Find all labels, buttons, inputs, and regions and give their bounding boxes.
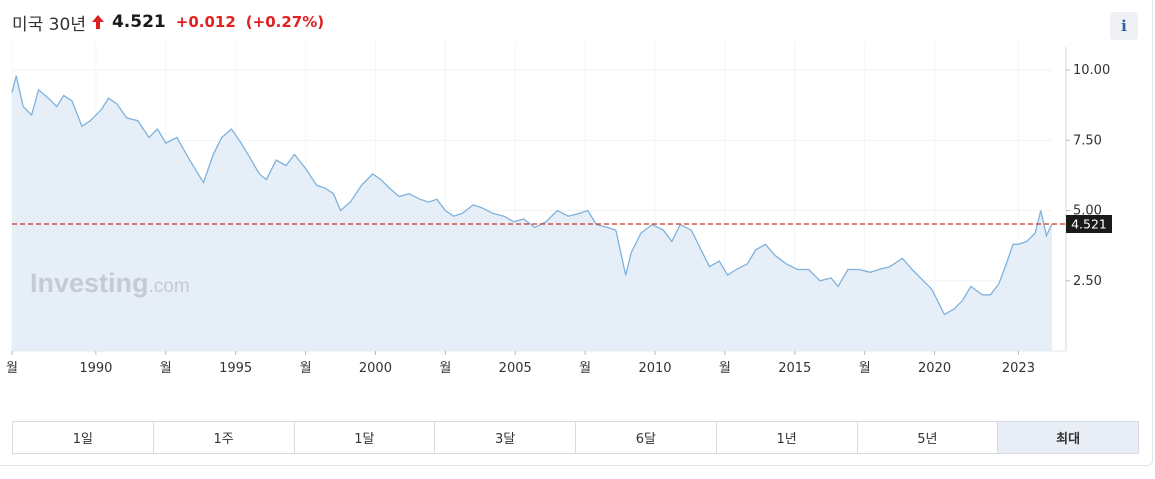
range-tab[interactable]: 6달 — [576, 422, 717, 453]
quote-header: 미국 30년 4.521 +0.012 (+0.27%) — [12, 8, 324, 36]
x-tick-label: 1990 — [79, 361, 112, 376]
series-area — [12, 75, 1052, 351]
x-tick-label: 월 — [439, 361, 451, 376]
logo-brand: Investing — [30, 268, 149, 298]
range-tab[interactable]: 최대 — [998, 422, 1138, 453]
y-tick-label: 7.50 — [1073, 133, 1102, 148]
info-icon: i — [1121, 17, 1127, 35]
x-tick-label: 월 — [859, 361, 871, 376]
current-price-marker — [1066, 215, 1112, 234]
up-arrow-icon — [91, 15, 104, 29]
x-tick-label: 1995 — [219, 361, 252, 376]
x-tick-label: 월 — [579, 361, 591, 376]
range-tab[interactable]: 3달 — [435, 422, 576, 453]
last-price: 4.521 — [111, 12, 166, 32]
x-tick-label: 월 — [160, 361, 172, 376]
x-tick-label: 월 — [719, 361, 731, 376]
x-tick-label: 2000 — [359, 361, 392, 376]
logo-suffix: .com — [149, 276, 190, 297]
current-price-label: 4.521 — [1071, 217, 1107, 232]
instrument-title: 미국 30년 — [12, 14, 86, 35]
range-tabs: 1일 1주 1달 3달 6달 1년 5년 최대 — [12, 421, 1139, 454]
info-button[interactable]: i — [1110, 12, 1138, 40]
y-tick-label: 10.00 — [1073, 63, 1110, 78]
range-tab[interactable]: 1달 — [295, 422, 436, 453]
price-change-percent: (+0.27%) — [245, 13, 325, 31]
investing-logo: Investing.com — [30, 268, 190, 298]
series-line — [11, 75, 1053, 316]
range-tab[interactable]: 5년 — [858, 422, 999, 453]
x-tick-label: 2015 — [778, 361, 811, 376]
x-tick-label: 2023 — [1002, 361, 1035, 376]
y-tick-label: 5.00 — [1073, 204, 1102, 219]
x-tick-label: 월 — [6, 361, 18, 376]
x-tick-label: 2005 — [499, 361, 532, 376]
x-tick-label: 월 — [300, 361, 312, 376]
range-tab[interactable]: 1일 — [13, 422, 154, 453]
chart-card — [0, 0, 1153, 466]
price-change: +0.012 — [175, 13, 236, 31]
range-tab[interactable]: 1년 — [717, 422, 858, 453]
y-tick-label: 2.50 — [1073, 274, 1102, 289]
price-chart[interactable]: 10.00 7.50 5.00 2.50 월 1990 월 1995 월 2000 월 2005 월 20… — [0, 42, 1155, 382]
x-tick-label: 2020 — [918, 361, 951, 376]
x-tick-label: 2010 — [638, 361, 671, 376]
range-tab[interactable]: 1주 — [154, 422, 295, 453]
